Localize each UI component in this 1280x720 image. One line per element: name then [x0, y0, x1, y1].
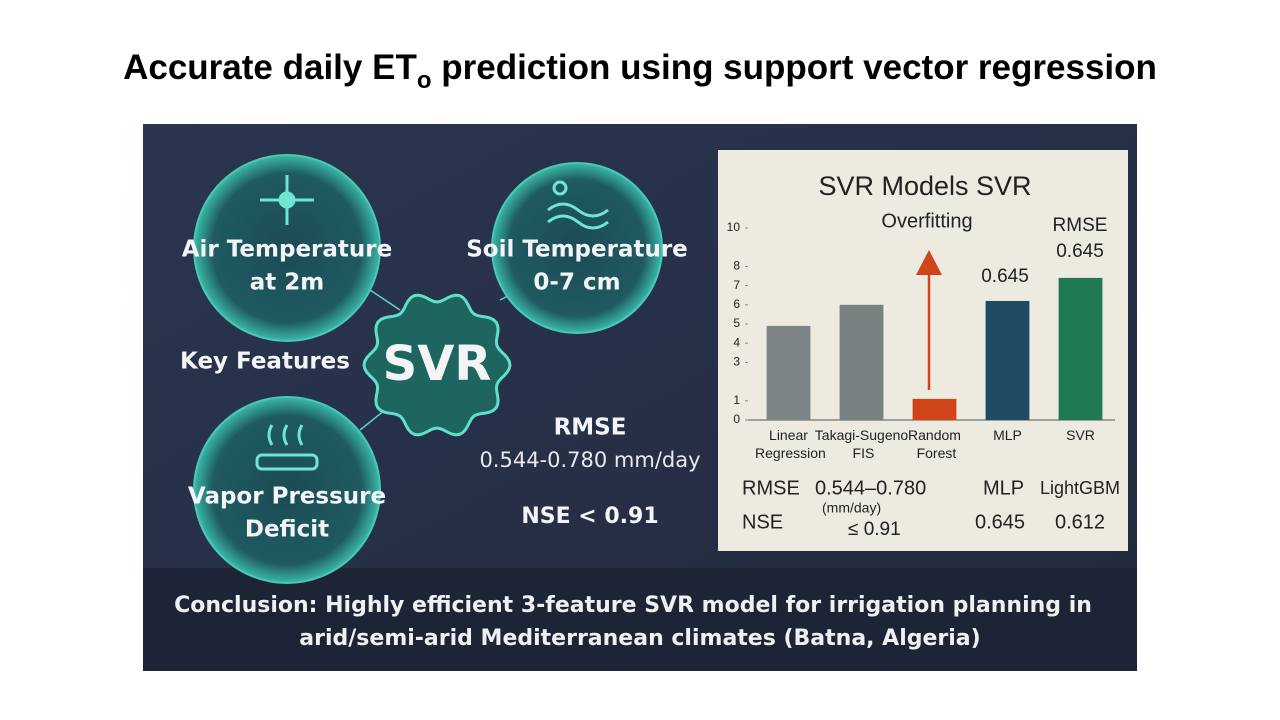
- conclusion: arid/semi-arid Mediterranean climates (B…: [299, 626, 980, 651]
- table-cell: RMSE: [742, 477, 800, 499]
- x-tick-label: SVR: [1066, 427, 1095, 443]
- x-tick-label: Linear Regression: [751, 427, 826, 461]
- overfit-arrow: [916, 250, 942, 390]
- table-cell: NSE: [742, 511, 783, 533]
- y-tick-label: 3: [733, 355, 740, 369]
- table-cell: LightGBM: [1040, 478, 1120, 498]
- feature-circle: [491, 162, 663, 334]
- bar: [1058, 277, 1103, 420]
- annotation: 0.645: [1056, 241, 1104, 262]
- y-tick-label: 4: [733, 335, 740, 349]
- y-tick-label: 5: [733, 316, 740, 330]
- svr-badge: [362, 293, 512, 437]
- metric: RMSE: [554, 415, 627, 441]
- title-text: Accurate daily ET: [123, 48, 417, 87]
- metric: NSE < 0.91: [521, 504, 658, 529]
- chart-title: SVR Models SVR: [818, 171, 1031, 201]
- table-cell: ≤ 0.91: [848, 519, 901, 540]
- y-tick-label: 1: [733, 393, 740, 407]
- feature-label: Deficit: [245, 517, 329, 543]
- y-tick-label: 10: [727, 220, 741, 234]
- feature-label: 0-7 cm: [533, 270, 620, 296]
- feature-label: Air Temperature: [182, 237, 392, 263]
- y-tick-label: 0: [733, 412, 740, 426]
- bar: [912, 398, 957, 420]
- conclusion-band: [143, 568, 1137, 671]
- x-tick-label: Takagi-Sugeno FIS: [815, 427, 909, 461]
- metric: 0.544-0.780 mm/day: [479, 448, 700, 472]
- feature-label: Vapor Pressure: [188, 484, 386, 510]
- title-subscript: o: [417, 67, 432, 94]
- slide-title: Accurate daily ETo prediction using supp…: [123, 48, 1157, 94]
- x-tick-label: MLP: [993, 427, 1022, 443]
- table-cell: 0.612: [1055, 511, 1105, 533]
- feature-circle: [193, 396, 381, 584]
- y-tick-label: 8: [733, 259, 740, 273]
- annotation: Overfitting: [881, 210, 972, 232]
- table-cell: MLP: [983, 477, 1024, 499]
- annotation: 0.645: [981, 266, 1029, 287]
- y-tick-label: 7: [733, 278, 740, 292]
- icons: [255, 175, 609, 471]
- svr-label: SVR: [383, 336, 492, 392]
- table-cell: 0.544–0.780: [815, 477, 926, 499]
- y-tick-label: 6: [733, 297, 740, 311]
- table-cell: (mm/day): [822, 500, 881, 516]
- bar: [766, 325, 811, 420]
- x-tick-label: Random Forest: [908, 427, 961, 461]
- feature-circle: [193, 154, 381, 342]
- conclusion: Conclusion: Highly efficient 3-feature S…: [174, 593, 1092, 618]
- annotation: RMSE: [1053, 215, 1108, 236]
- feature-label: at 2m: [250, 270, 325, 296]
- bar: [985, 300, 1030, 420]
- bar: [839, 304, 884, 420]
- table-cell: 0.645: [975, 511, 1025, 533]
- hub-label: Key Features: [180, 349, 350, 375]
- feature-label: Soil Temperature: [466, 237, 688, 263]
- title-text: prediction using support vector regressi…: [432, 48, 1157, 87]
